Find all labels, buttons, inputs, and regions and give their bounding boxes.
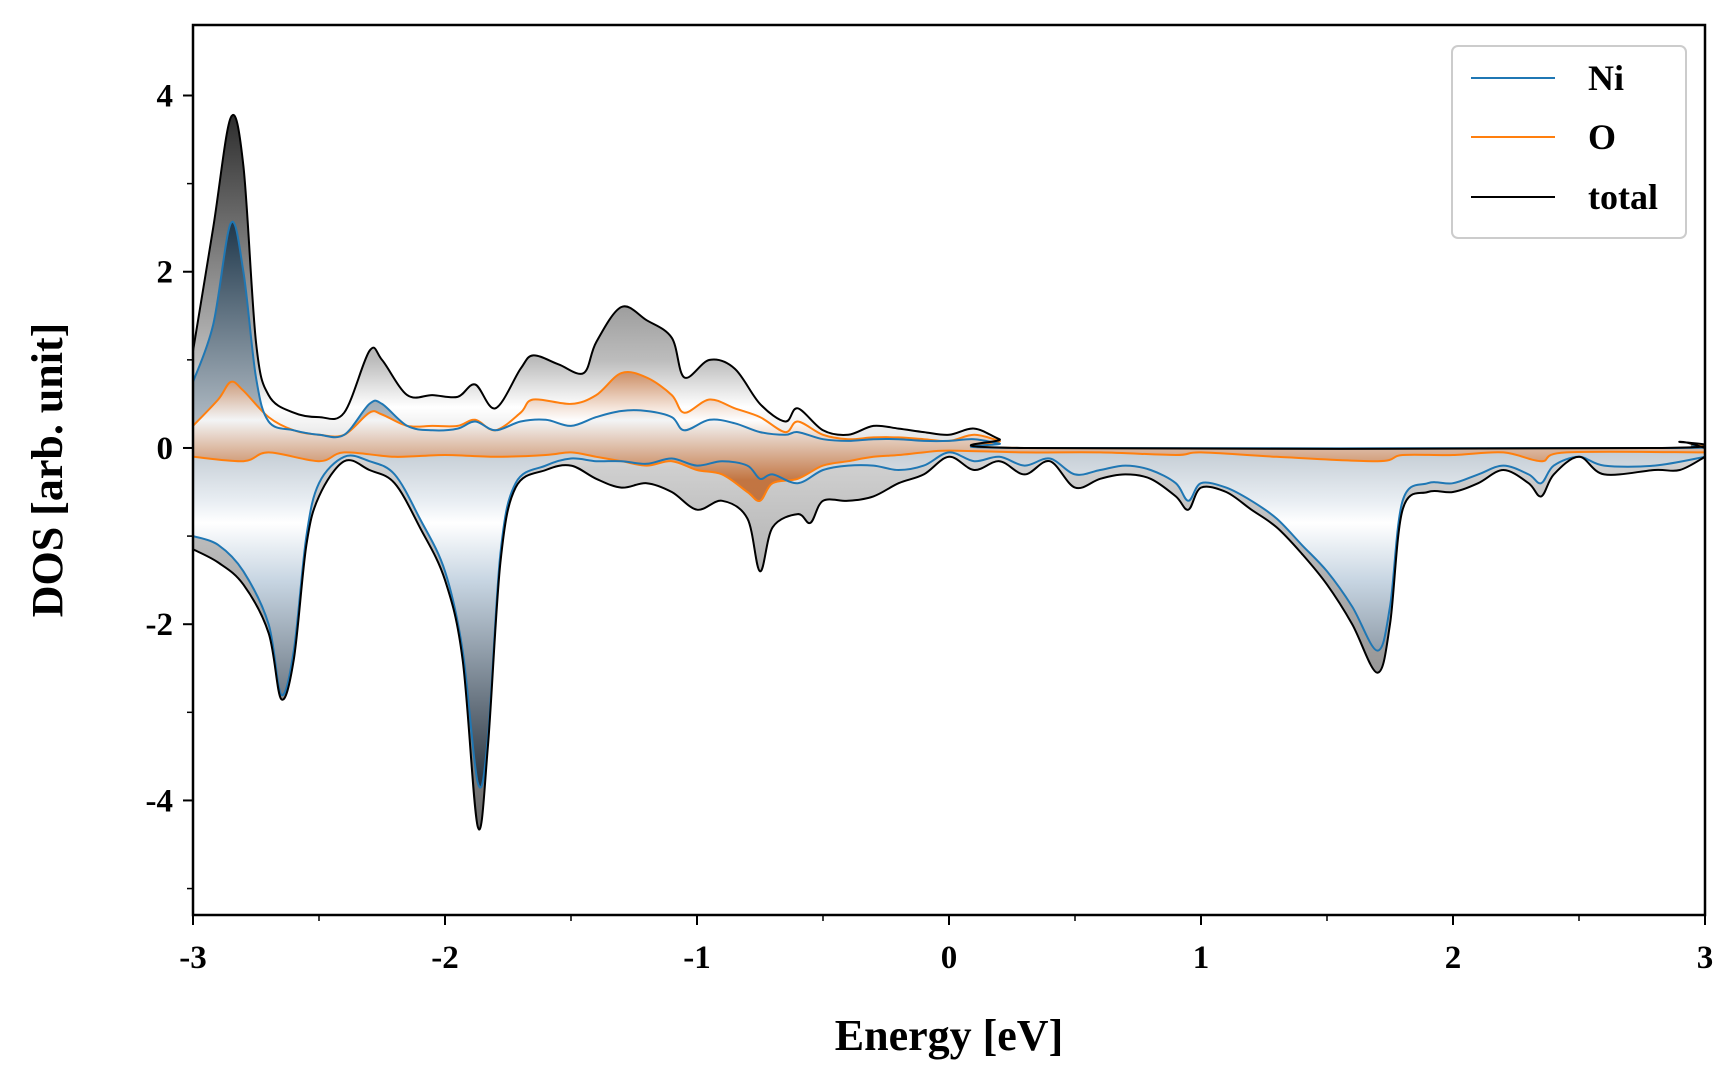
x-tick-label: 0 (941, 940, 958, 976)
legend-box (1451, 45, 1687, 239)
y-tick-label: 0 (157, 431, 174, 467)
y-tick-label: 2 (157, 255, 174, 291)
legend-label-ni: Ni (1588, 58, 1624, 98)
x-tick-label: -3 (179, 940, 207, 976)
ni-spin-down-line (193, 451, 1705, 789)
x-tick-label: 1 (1193, 940, 1210, 976)
x-tick-label: -2 (431, 940, 459, 976)
x-axis-title: Energy [eV] (835, 1011, 1064, 1060)
ni-spin-up-line (193, 220, 1705, 450)
ni-spin-down-fill (193, 448, 1705, 788)
x-tick-label: 3 (1697, 940, 1714, 976)
y-axis-title: DOS [arb. unit] (23, 323, 72, 618)
y-tick-label: -2 (146, 607, 174, 643)
o-spin-down-line (193, 449, 1705, 503)
x-tick-label: -1 (683, 940, 711, 976)
x-tick-label: 2 (1445, 940, 1462, 976)
y-tick-label: 4 (157, 78, 174, 114)
legend-label-total: total (1588, 177, 1658, 217)
total-spin-up-line (193, 114, 1705, 450)
total-spin-up-fill (193, 115, 1705, 449)
legend: Ni O total (1451, 45, 1687, 239)
o-spin-up-fill (193, 372, 1705, 449)
y-tick-label: -4 (146, 783, 174, 819)
legend-label-o: O (1588, 117, 1616, 157)
total-spin-down-line (193, 455, 1705, 831)
